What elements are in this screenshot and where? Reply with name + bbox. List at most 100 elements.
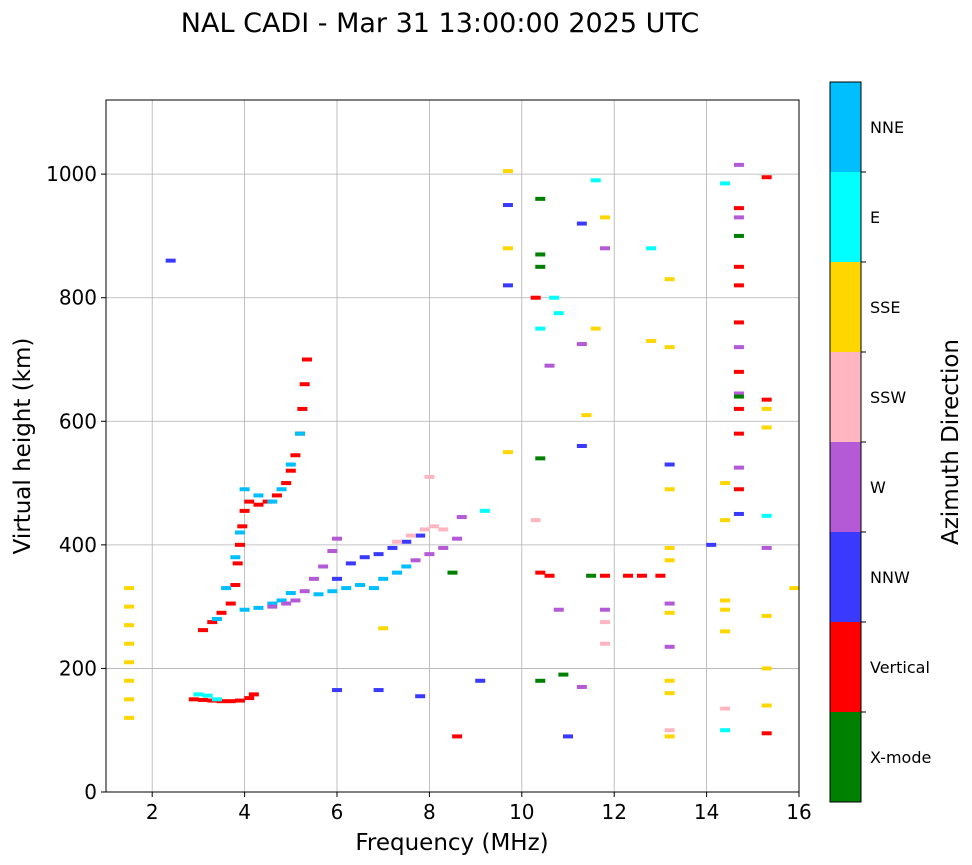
echo-point [230,555,241,560]
echo-point [664,277,675,282]
echo-point [558,672,569,677]
echo-point [535,196,546,201]
echo-point [216,610,227,615]
echo-point [124,715,135,720]
colorbar-label: NNW [870,568,910,587]
x-axis-label: Frequency (MHz) [355,830,548,856]
echo-point [733,391,744,396]
colorbar-label: SSE [870,298,900,317]
echo-point [225,699,236,704]
echo-point [720,518,731,523]
echo-point [789,586,800,591]
echo-point [378,576,389,581]
colorbar-segment [830,622,861,712]
colorbar-label: E [870,208,880,227]
echo-point [535,252,546,257]
x-tick-label: 4 [238,800,251,824]
echo-point [452,536,463,541]
echo-point [355,583,366,588]
echo-point [221,586,232,591]
echo-point [479,508,490,513]
echo-point [599,607,610,612]
echo-point [285,468,296,473]
echo-point [429,524,440,529]
echo-point [124,697,135,702]
echo-point [290,598,301,603]
echo-point [502,246,513,251]
echo-point [198,697,209,702]
echo-point [345,561,356,566]
echo-point [285,462,296,467]
echo-point [733,233,744,238]
echo-point [544,573,555,578]
echo-point [244,499,255,504]
echo-point [664,678,675,683]
echo-point [452,734,463,739]
echo-point [502,169,513,174]
echo-point [244,696,255,701]
echo-point [234,698,245,703]
colorbar-label: NNE [870,118,904,137]
x-tick-label: 14 [694,800,719,824]
echo-point [502,203,513,208]
x-axis-ticks: 2 4 6 8 10 12 14 16 [146,792,812,824]
colorbar-title: Azimuth Direction [938,339,964,545]
echo-point [368,586,379,591]
echo-point [664,345,675,350]
echo-point [761,666,772,671]
echo-point [733,215,744,220]
echo-point [299,589,310,594]
echo-point [276,487,287,492]
echo-point [419,527,430,532]
echo-point [308,576,319,581]
colorbar-segment [830,532,861,622]
echo-point [761,175,772,180]
echo-point [733,511,744,516]
y-axis-label: Virtual height (km) [10,338,36,555]
echo-point [590,178,601,183]
y-tick-label: 1000 [46,162,97,186]
echo-point [761,613,772,618]
echo-point [590,326,601,331]
echo-point [553,607,564,612]
echo-point [234,530,245,535]
echo-point [271,493,282,498]
echo-point [544,363,555,368]
echo-point [576,684,587,689]
y-tick-label: 600 [59,409,97,433]
echo-point [664,487,675,492]
echo-point [332,576,342,581]
echo-point [124,586,135,591]
echo-point [576,444,587,448]
echo-point [761,731,772,736]
echo-point [720,481,731,486]
echo-point [535,570,546,575]
echo-point [267,604,278,609]
echo-point [267,601,278,606]
echo-point [733,487,744,492]
echo-point [664,462,675,467]
echo-point [124,660,135,665]
colorbar-label: Vertical [870,658,930,677]
echo-point [599,246,610,251]
echo-point [720,629,731,634]
echo-point [198,628,209,633]
echo-point [581,413,592,418]
x-tick-label: 8 [423,800,436,824]
echo-point [599,620,610,625]
echo-point [664,691,675,696]
echo-point [733,465,744,470]
colorbar-label: W [870,478,886,497]
echo-point [239,508,250,513]
echo-point [706,542,717,547]
echo-point [237,524,248,529]
y-tick-label: 400 [59,533,97,557]
echo-point [253,605,264,610]
echo-point [313,592,324,597]
echo-point [401,539,412,544]
echo-point [761,406,772,411]
echo-point [327,549,338,554]
echo-point [188,697,199,702]
echo-point [664,545,675,550]
echo-point [290,453,301,458]
